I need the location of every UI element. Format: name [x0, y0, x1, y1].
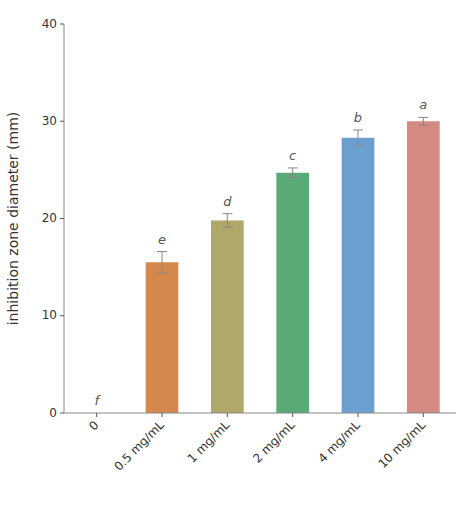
x-tick-label: 4 mg/mL — [315, 418, 363, 466]
error-bar — [418, 117, 428, 125]
bar — [146, 262, 179, 413]
letter-label: c — [289, 148, 296, 163]
x-tick-label: 2 mg/mL — [250, 418, 298, 466]
chart: f e d c b a 0 10 20 30 40 0 0.5 mg/mL 1 mg/mL 2 mg/mL 4… — [0, 0, 474, 509]
y-tick-label: 30 — [42, 114, 57, 128]
bar — [211, 220, 244, 413]
x-tick-label: 10 mg/mL — [375, 418, 428, 471]
x-tick — [227, 413, 228, 417]
error-bar — [353, 130, 363, 146]
y-tick — [60, 315, 64, 316]
x-tick — [162, 413, 163, 417]
y-tick — [60, 24, 64, 25]
y-tick — [60, 413, 64, 414]
x-tick — [96, 413, 97, 417]
letter-label: b — [354, 110, 362, 125]
letter-label: d — [223, 194, 232, 209]
error-bar — [157, 252, 167, 273]
y-tick-label: 0 — [49, 406, 57, 420]
plot-area — [146, 117, 440, 413]
bar — [276, 173, 309, 413]
y-tick-label: 20 — [42, 211, 57, 225]
y-tick — [60, 121, 64, 122]
x-tick-label: 1 mg/mL — [185, 418, 233, 466]
y-tick — [60, 218, 64, 219]
x-tick-label: 0 — [86, 418, 101, 433]
letter-label: e — [158, 232, 166, 247]
chart-container: f e d c b a 0 10 20 30 40 0 0.5 mg/mL 1 mg/mL 2 mg/mL 4… — [0, 0, 474, 509]
bar — [342, 138, 375, 413]
x-axis-line — [64, 413, 456, 414]
error-bar — [288, 168, 298, 178]
x-tick — [358, 413, 359, 417]
y-tick-label: 10 — [42, 308, 57, 322]
letter-label: a — [419, 97, 427, 112]
y-tick-label: 40 — [42, 17, 57, 31]
x-tick — [423, 413, 424, 417]
x-tick-label: 0.5 mg/mL — [111, 418, 167, 474]
x-tick — [292, 413, 293, 417]
y-axis-label: inhibition zone diameter (mm) — [5, 112, 21, 326]
error-bar — [222, 214, 232, 228]
bar — [407, 121, 440, 413]
letter-label: f — [94, 393, 101, 408]
